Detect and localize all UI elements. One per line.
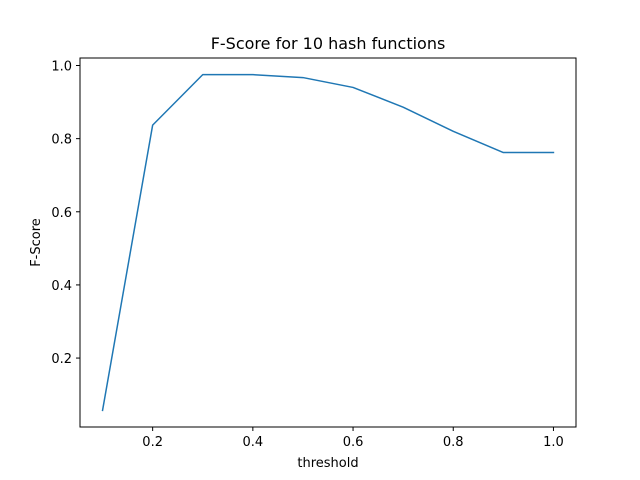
x-tick-label: 0.2	[142, 435, 163, 450]
x-axis: 0.2 0.4 0.6 0.8 1.0	[142, 427, 564, 450]
y-axis-label: F-Score	[29, 218, 44, 267]
y-tick-label: 1.0	[51, 59, 72, 74]
x-tick-label: 0.6	[343, 435, 364, 450]
y-tick-label: 0.4	[51, 279, 72, 294]
x-tick-label: 0.8	[443, 435, 464, 450]
x-axis-label: threshold	[297, 456, 358, 471]
y-tick-label: 0.8	[51, 133, 72, 148]
series-line-f-score	[101, 73, 555, 412]
plot-frame	[79, 57, 577, 428]
x-tick-label: 0.4	[243, 435, 264, 450]
plot-background	[80, 58, 576, 427]
y-tick-label: 0.6	[51, 206, 72, 221]
y-axis: 0.2 0.4 0.6 0.8 1.0	[51, 59, 80, 367]
y-tick-label: 0.2	[51, 352, 72, 367]
plot-area	[79, 57, 577, 428]
chart-title: F-Score for 10 hash functions	[211, 34, 446, 53]
x-tick-label: 1.0	[543, 435, 564, 450]
